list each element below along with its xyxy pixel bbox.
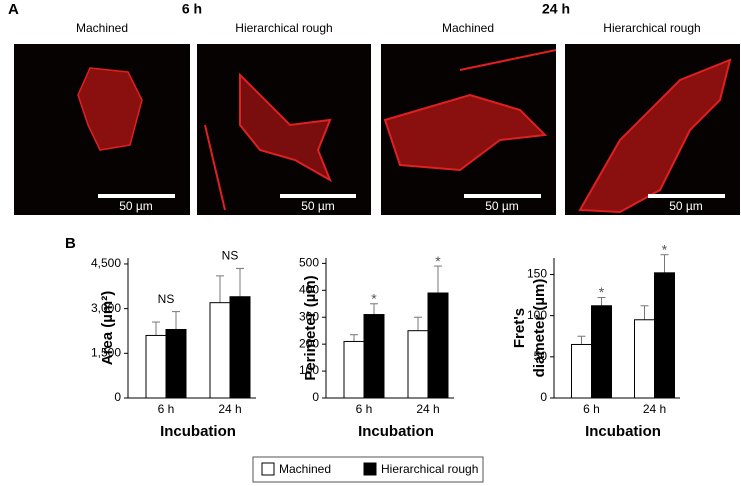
x-axis-title: Incubation [160, 423, 236, 440]
bar [634, 319, 655, 399]
bar [407, 330, 429, 399]
image-label: Machined [76, 21, 128, 35]
y-tick-label: 0 [540, 390, 547, 404]
x-tick-label: 24 h [218, 402, 241, 416]
y-tick-label: 100 [527, 308, 547, 322]
x-axis-title: Incubation [585, 423, 661, 440]
y-tick-label: 50 [534, 349, 548, 363]
bar [427, 292, 449, 399]
legend-swatch [261, 462, 275, 476]
image-label: Hierarchical rough [235, 21, 332, 35]
significance: * [435, 253, 441, 269]
y-axis-title: Area (µm²) [99, 291, 116, 366]
y-tick-label: 1,500 [91, 345, 121, 359]
y-tick-label: 4,500 [91, 256, 121, 270]
y-tick-label: 0 [312, 390, 319, 404]
scale-label: 50 µm [301, 199, 335, 213]
significance: NS [158, 292, 175, 306]
y-tick-label: 150 [527, 267, 547, 281]
cell [77, 67, 143, 151]
cell [383, 49, 557, 172]
bar [571, 343, 592, 399]
scale-label: 50 µm [669, 199, 703, 213]
bar [165, 328, 187, 399]
bar [229, 296, 251, 399]
y-tick-label: 200 [299, 336, 319, 350]
significance: NS [222, 249, 239, 263]
significance: * [599, 284, 605, 300]
y-tick-label: 300 [299, 309, 319, 323]
micrographs [14, 44, 740, 215]
cell [204, 72, 332, 211]
bar [209, 302, 231, 399]
image-label: Hierarchical rough [603, 21, 700, 35]
legend-label: Machined [279, 462, 331, 476]
scale-label: 50 µm [119, 199, 153, 213]
y-tick-label: 400 [299, 282, 319, 296]
cell [578, 58, 732, 214]
x-tick-label: 6 h [356, 402, 373, 416]
significance: * [662, 241, 668, 257]
time-label: 24 h [542, 1, 570, 17]
legend-label: Hierarchical rough [381, 462, 478, 476]
y-axis-title: Fret's [511, 308, 528, 348]
x-tick-label: 6 h [583, 402, 600, 416]
y-tick-label: 500 [299, 256, 319, 270]
y-tick-label: 3,000 [91, 301, 121, 315]
x-tick-label: 6 h [158, 402, 175, 416]
image-label: Machined [442, 21, 494, 35]
panel-label: A [8, 1, 19, 18]
x-tick-label: 24 h [643, 402, 666, 416]
bar [654, 272, 675, 399]
significance: * [371, 290, 377, 306]
y-axis-title: Perimeter (µm) [302, 275, 319, 380]
x-axis-title: Incubation [358, 423, 434, 440]
y-tick-label: 100 [299, 363, 319, 377]
x-tick-label: 24 h [416, 402, 439, 416]
scale-label: 50 µm [485, 199, 519, 213]
bar [343, 340, 365, 399]
y-tick-label: 0 [114, 390, 121, 404]
bar [591, 305, 612, 399]
y-axis-title: diameter (µm) [531, 279, 548, 378]
panel-label: B [65, 235, 76, 252]
bar [363, 314, 385, 399]
time-label: 6 h [182, 1, 202, 17]
bar [145, 334, 167, 399]
legend-swatch [363, 462, 377, 476]
